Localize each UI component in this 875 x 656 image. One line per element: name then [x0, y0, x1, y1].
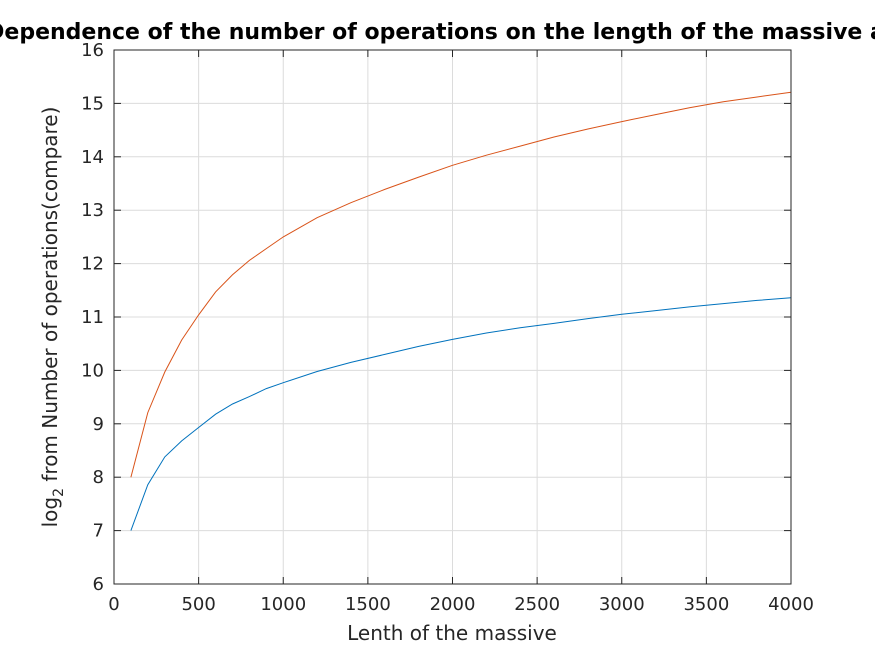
x-tick-labels: 0 500 1000 1500 2000 2500 3000 3500 4000 [108, 594, 814, 615]
y-axis-label-rest: from Number of operations(compare) [38, 107, 62, 488]
y-tick-label: 10 [81, 360, 104, 381]
chart-title: Dependence of the number of operations o… [0, 20, 875, 45]
ticks [113, 49, 792, 585]
series-group [130, 91, 792, 531]
y-tick-label: 9 [93, 414, 104, 435]
y-tick-label: 7 [93, 521, 104, 542]
y-tick-label: 12 [81, 254, 104, 275]
grid [113, 49, 792, 585]
x-tick-label: 3500 [683, 594, 729, 615]
x-tick-label: 3000 [599, 594, 645, 615]
x-tick-label: 2000 [430, 594, 476, 615]
y-axis-label-subscript: 2 [51, 488, 67, 497]
y-tick-label: 11 [81, 307, 104, 328]
x-tick-label: 500 [181, 594, 215, 615]
y-tick-label: 15 [81, 93, 104, 114]
y-tick-labels: 6 7 8 9 10 11 12 13 14 15 16 [81, 40, 104, 595]
y-tick-label: 16 [81, 40, 104, 61]
x-tick-label: 2500 [514, 594, 560, 615]
y-tick-label: 13 [81, 200, 104, 221]
y-tick-label: 6 [93, 574, 104, 595]
y-axis-label: log2 from Number of operations(compare) [38, 107, 67, 528]
x-axis-label: Lenth of the massive [347, 621, 557, 645]
series-line-1 [130, 297, 792, 531]
y-tick-label: 14 [81, 147, 104, 168]
x-tick-label: 1000 [260, 594, 306, 615]
y-tick-label: 8 [93, 467, 104, 488]
x-tick-label: 1500 [345, 594, 391, 615]
x-tick-label: 0 [108, 594, 119, 615]
series-line-2 [130, 91, 792, 478]
x-tick-label: 4000 [768, 594, 814, 615]
y-axis-label-prefix: log [38, 497, 62, 528]
